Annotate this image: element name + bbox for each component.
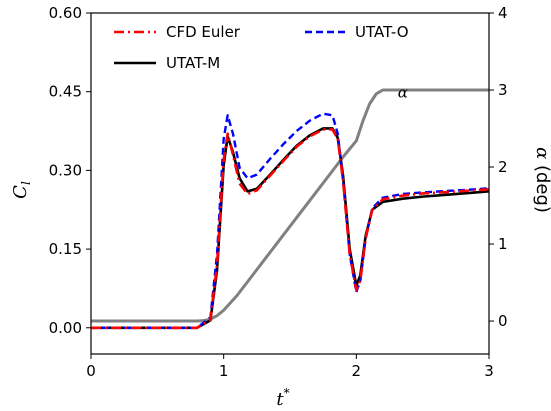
left-y-axis-label: Cl — [10, 181, 33, 199]
left-y-tick-label: 0.60 — [49, 4, 82, 22]
legend-label-utat-m: UTAT-M — [166, 54, 220, 72]
x-tick-label: 3 — [484, 362, 494, 380]
x-axis-ticks: 0 1 2 3 — [86, 354, 494, 380]
legend-label-cfd-euler: CFD Euler — [166, 23, 241, 41]
right-y-axis-label: α (deg) — [532, 147, 551, 213]
series-layer — [91, 88, 489, 330]
legend-entry-utat-m: UTAT-M — [114, 54, 220, 72]
right-y-tick-label: 4 — [498, 4, 508, 22]
right-y-tick-label: 3 — [498, 81, 508, 99]
plot-frame — [90, 12, 490, 355]
legend: CFD Euler UTAT-O UTAT-M — [114, 23, 409, 72]
legend-label-utat-o: UTAT-O — [355, 23, 409, 41]
x-tick-label: 2 — [352, 362, 362, 380]
left-y-tick-label: 0.30 — [49, 161, 82, 179]
x-tick-label: 0 — [86, 362, 96, 380]
x-axis-label: t* — [276, 386, 289, 410]
legend-entry-utat-o: UTAT-O — [305, 23, 409, 41]
legend-entry-cfd-euler: CFD Euler — [114, 23, 241, 41]
left-y-tick-label: 0.15 — [49, 240, 82, 258]
right-y-tick-label: 2 — [498, 158, 508, 176]
series-line-alpha — [91, 88, 489, 323]
right-y-tick-label: 0 — [498, 312, 508, 330]
left-y-tick-label: 0.45 — [49, 83, 82, 101]
alpha-curve-annotation: α — [398, 84, 408, 102]
x-tick-label: 1 — [219, 362, 229, 380]
right-y-axis-ticks: 0 1 2 3 4 — [489, 4, 508, 330]
series-line-utat-o — [91, 112, 489, 329]
left-y-axis-ticks: 0.00 0.15 0.30 0.45 0.60 — [49, 4, 91, 337]
series-line-utat-m — [91, 127, 489, 330]
right-y-tick-label: 1 — [498, 235, 508, 253]
left-y-tick-label: 0.00 — [49, 319, 82, 337]
